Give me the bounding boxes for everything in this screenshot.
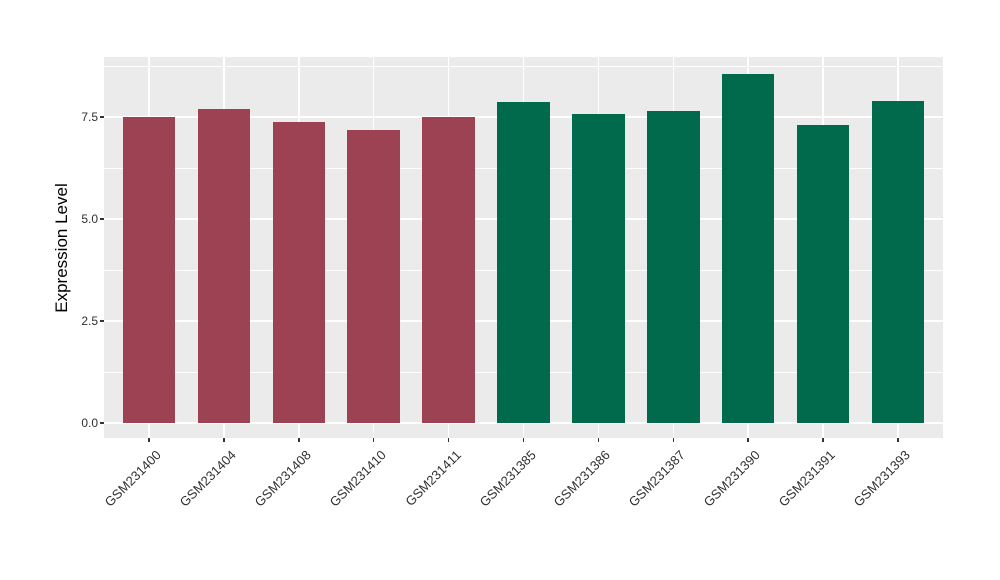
bar-GSM231385[interactable] [497, 101, 550, 423]
y-tick-mark [100, 218, 104, 220]
x-tick-mark [822, 438, 824, 442]
bar-GSM231410[interactable] [347, 130, 400, 423]
y-tick-mark [100, 422, 104, 424]
x-tick-mark [148, 438, 150, 442]
y-tick-label: 2.5 [81, 313, 98, 328]
y-tick-label: 7.5 [81, 109, 98, 124]
y-tick-label: 0.0 [81, 415, 98, 430]
x-tick-label: GSM231393 [850, 447, 913, 510]
bar-GSM231404[interactable] [197, 108, 251, 423]
plot-panel [104, 57, 943, 438]
y-axis-title: Expression Level [52, 182, 71, 313]
bar-GSM231391[interactable] [796, 125, 850, 423]
x-tick-mark [223, 438, 225, 442]
x-tick-mark [897, 438, 899, 442]
x-tick-label: GSM231404 [176, 447, 239, 510]
bar-GSM231386[interactable] [572, 114, 625, 423]
x-tick-label: GSM231386 [551, 447, 614, 510]
x-tick-mark [447, 438, 450, 442]
x-tick-label: GSM231408 [251, 447, 314, 510]
bar-GSM231411[interactable] [422, 117, 475, 423]
bar-GSM231390[interactable] [722, 74, 775, 423]
x-tick-label: GSM231391 [775, 447, 839, 510]
x-tick-mark [672, 438, 675, 442]
y-tick-mark [100, 116, 104, 118]
x-tick-mark [522, 438, 525, 442]
x-tick-mark [298, 438, 300, 442]
x-tick-label: GSM231387 [626, 447, 689, 510]
x-tick-label: GSM231390 [700, 447, 764, 510]
x-tick-label: GSM231400 [101, 447, 164, 510]
y-tick-mark [100, 320, 104, 322]
x-tick-label: GSM231411 [401, 447, 464, 509]
bar-GSM231400[interactable] [122, 116, 176, 423]
bar-GSM231408[interactable] [272, 121, 325, 423]
x-tick-label: GSM231410 [326, 447, 389, 510]
x-tick-mark [597, 438, 600, 442]
x-tick-mark [747, 438, 749, 442]
bar-GSM231393[interactable] [871, 101, 925, 423]
y-tick-label: 5.0 [81, 211, 98, 226]
x-tick-mark [372, 438, 375, 442]
bar-GSM231387[interactable] [647, 110, 700, 423]
x-tick-label: GSM231385 [476, 447, 539, 510]
